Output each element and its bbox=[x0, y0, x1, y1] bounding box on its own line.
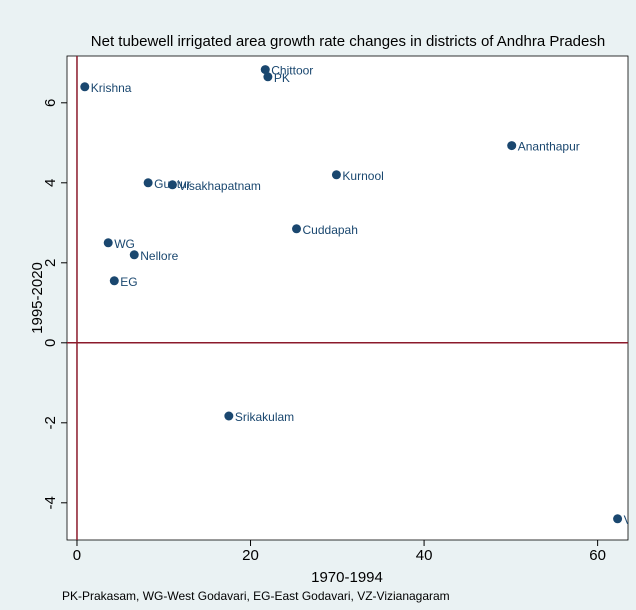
y-axis-title: 1995-2020 bbox=[29, 262, 46, 334]
point bbox=[167, 180, 177, 190]
x-axis-title: 1970-1994 bbox=[311, 569, 383, 586]
x-tick-label: 0 bbox=[73, 547, 81, 564]
point-label: Nellore bbox=[140, 249, 178, 263]
point-label: WG bbox=[114, 237, 135, 251]
point bbox=[80, 82, 90, 92]
point bbox=[613, 514, 623, 524]
point-label: Krishna bbox=[91, 81, 132, 95]
point-label: Srikakulam bbox=[235, 410, 294, 424]
point bbox=[260, 65, 270, 75]
point bbox=[292, 224, 302, 234]
point-label: Chittoor bbox=[271, 64, 313, 78]
y-tick-label: -2 bbox=[42, 416, 59, 429]
point-label: Ananthapur bbox=[518, 140, 580, 154]
point-label: Kurnool bbox=[342, 169, 383, 183]
point bbox=[109, 276, 119, 286]
chart-title: Net tubewell irrigated area growth rate … bbox=[91, 33, 605, 50]
point-label: Cuddapah bbox=[303, 223, 358, 237]
note: PK-Prakasam, WG-West Godavari, EG-East G… bbox=[62, 589, 450, 603]
point bbox=[507, 141, 517, 151]
point bbox=[263, 72, 273, 82]
plot-area bbox=[66, 55, 629, 541]
point bbox=[224, 411, 234, 421]
point bbox=[331, 170, 341, 180]
point bbox=[103, 238, 113, 248]
y-tick-label: 0 bbox=[42, 339, 59, 347]
point-label: VZ bbox=[624, 513, 636, 527]
point-label: Visakhapatnam bbox=[178, 179, 261, 193]
point-label: EG bbox=[120, 275, 137, 289]
y-tick-label: 6 bbox=[42, 99, 59, 107]
x-tick-label: 20 bbox=[242, 547, 259, 564]
y-tick-label: 2 bbox=[42, 259, 59, 267]
y-tick-label: -4 bbox=[42, 496, 59, 509]
plot: KrishnaChittoorPKAnanthapurGunturVisakha… bbox=[67, 56, 636, 540]
point bbox=[129, 250, 139, 260]
y-tick-label: 4 bbox=[42, 179, 59, 187]
x-tick-label: 40 bbox=[416, 547, 433, 564]
point bbox=[143, 178, 153, 188]
point-label: PK bbox=[274, 71, 290, 85]
x-tick-label: 60 bbox=[589, 547, 606, 564]
